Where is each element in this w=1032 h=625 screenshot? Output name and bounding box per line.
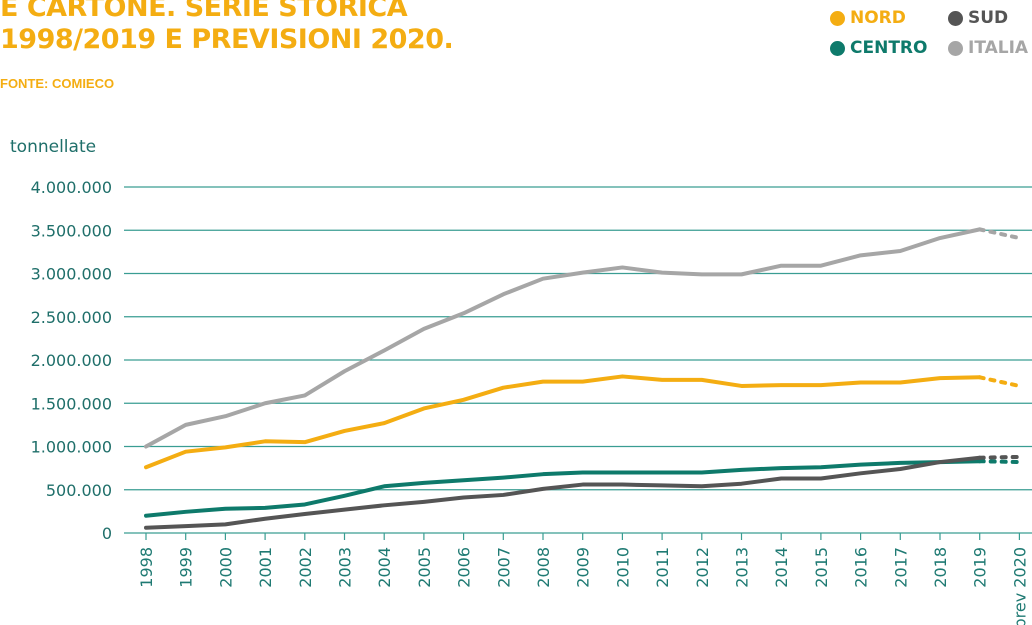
x-tick-label: 2004 — [375, 547, 394, 588]
y-tick-label: 3.000.000 — [31, 265, 112, 284]
series-forecast-nord — [977, 375, 1022, 388]
x-tick-label: 1998 — [137, 547, 156, 588]
series-line-italia — [144, 227, 982, 449]
x-tick-label: 2014 — [772, 547, 791, 588]
x-tick-label: 2002 — [296, 547, 315, 588]
x-tick-label: prev 2020 — [1010, 547, 1029, 625]
y-tick-label: 1.000.000 — [31, 438, 112, 457]
chart-legend: NORD SUD CENTRO ITALIA — [830, 8, 1032, 68]
x-tick-label: 2005 — [415, 547, 434, 588]
series-line-nord — [144, 374, 982, 470]
legend-item-sud: SUD — [948, 8, 1008, 28]
x-tick-label: 2003 — [336, 547, 355, 588]
chart-source: FONTE: COMIECO — [0, 76, 115, 91]
x-tick-label: 2008 — [534, 547, 553, 588]
x-tick-label: 2006 — [455, 547, 474, 588]
series-line-sud — [144, 455, 982, 530]
x-tick-labels: 1998 1999 2000 2001 2002 2003 2004 2005 2006 2007… — [137, 547, 1029, 625]
x-tick-label: 2017 — [891, 547, 910, 588]
series-forecast-italia — [977, 227, 1022, 241]
x-tick-label: 2012 — [693, 547, 712, 588]
series-forecast-sud — [977, 454, 1022, 460]
legend-label-centro: CENTRO — [850, 38, 928, 58]
y-tick-label: 3.500.000 — [31, 221, 112, 240]
x-tick-label: 2013 — [733, 547, 752, 588]
chart-title-line-1: E CARTONE. SERIE STORICA — [0, 0, 408, 23]
x-tick-label: 2001 — [256, 547, 275, 588]
y-tick-label: 2.500.000 — [31, 308, 112, 327]
legend-item-centro: CENTRO — [830, 38, 927, 58]
y-tick-labels: 0 500.000 1.000.000 1.500.000 2.000.000 2.500… — [31, 178, 112, 543]
x-tick-label: 2015 — [812, 547, 831, 588]
legend-dot-italia — [948, 40, 963, 56]
x-tick-label: 2010 — [613, 547, 632, 588]
y-axis-label: tonnellate — [10, 137, 96, 157]
legend-dot-nord — [830, 10, 845, 26]
y-tick-label: 0 — [102, 524, 112, 543]
legend-dot-centro — [830, 40, 845, 56]
y-tick-label: 1.500.000 — [31, 394, 112, 413]
y-tick-label: 500.000 — [46, 481, 112, 500]
legend-dot-sud — [948, 10, 963, 26]
x-tick-label: 2009 — [574, 547, 593, 588]
chart-title: E CARTONE. SERIE STORICA 1998/2019 E PRE… — [0, 0, 454, 56]
chart-title-line-2: 1998/2019 E PREVISIONI 2020. — [0, 24, 454, 55]
legend-item-nord: NORD — [830, 8, 906, 28]
legend-label-sud: SUD — [968, 8, 1009, 28]
series-forecast-centro — [977, 459, 1022, 465]
x-tick-label: 2019 — [971, 547, 990, 588]
x-tick-label: 2011 — [653, 547, 672, 588]
y-tick-label: 2.000.000 — [31, 351, 112, 370]
x-tick-label: 2007 — [494, 547, 513, 588]
series-lines — [144, 227, 1022, 530]
legend-label-nord: NORD — [850, 8, 906, 28]
legend-item-italia: ITALIA — [948, 38, 1028, 58]
x-tick-label: 2016 — [852, 547, 871, 588]
x-tick-label: 1999 — [177, 547, 196, 588]
legend-label-italia: ITALIA — [968, 38, 1029, 58]
series-line-centro — [144, 459, 982, 518]
x-tick-label: 2018 — [931, 547, 950, 588]
x-tick-label: 2000 — [216, 547, 235, 588]
y-tick-label: 4.000.000 — [31, 178, 112, 197]
